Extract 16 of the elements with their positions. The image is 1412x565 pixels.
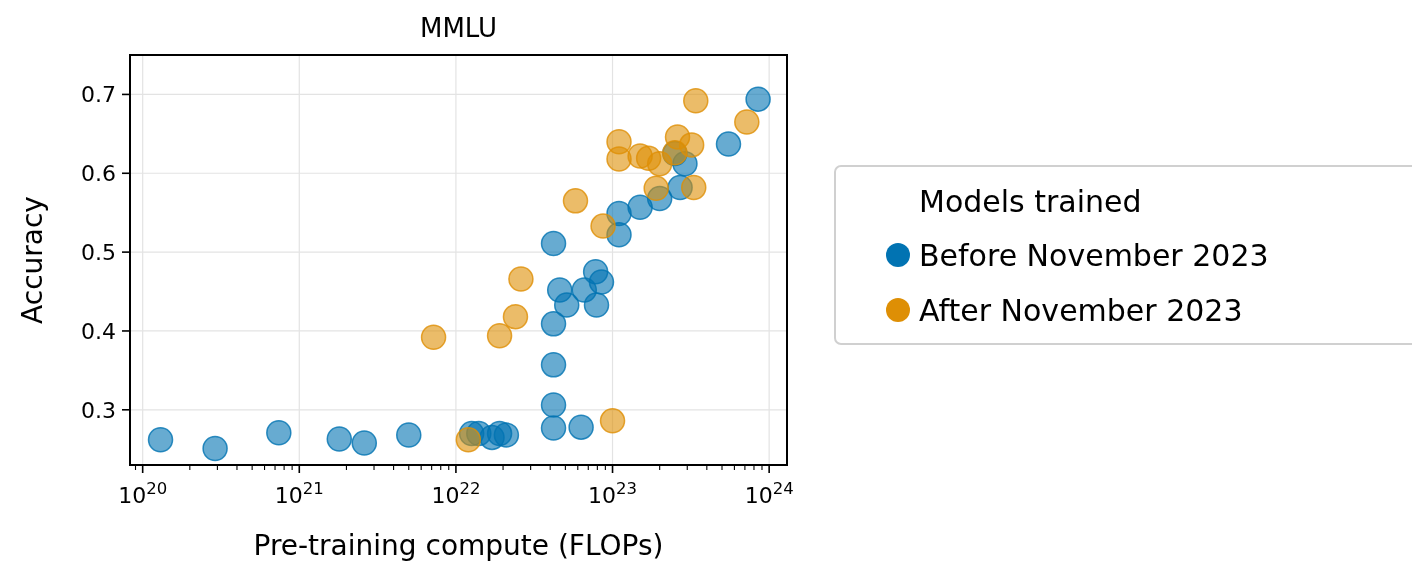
legend-title: Models trained bbox=[919, 184, 1142, 219]
x-tick-label: 10$^{22}$ bbox=[431, 478, 481, 508]
x-tick-label: 10$^{21}$ bbox=[274, 478, 324, 508]
x-tick-label: 10$^{24}$ bbox=[744, 478, 794, 508]
y-tick-label: 0.6 bbox=[81, 161, 116, 187]
x-tick-label: 10$^{23}$ bbox=[588, 478, 638, 508]
chart-title: MMLU bbox=[419, 13, 498, 43]
legend-label: After November 2023 bbox=[919, 293, 1243, 328]
y-tick-label: 0.5 bbox=[81, 240, 116, 266]
x-axis-title: Pre-training compute (FLOPs) bbox=[253, 529, 664, 562]
y-tick-label: 0.4 bbox=[81, 318, 116, 344]
legend-label: Before November 2023 bbox=[919, 238, 1269, 273]
y-tick-label: 0.3 bbox=[81, 397, 116, 423]
y-tick-label: 0.7 bbox=[81, 82, 116, 108]
x-tick-label: 10$^{20}$ bbox=[118, 478, 168, 508]
y-axis-title: Accuracy bbox=[16, 196, 49, 324]
